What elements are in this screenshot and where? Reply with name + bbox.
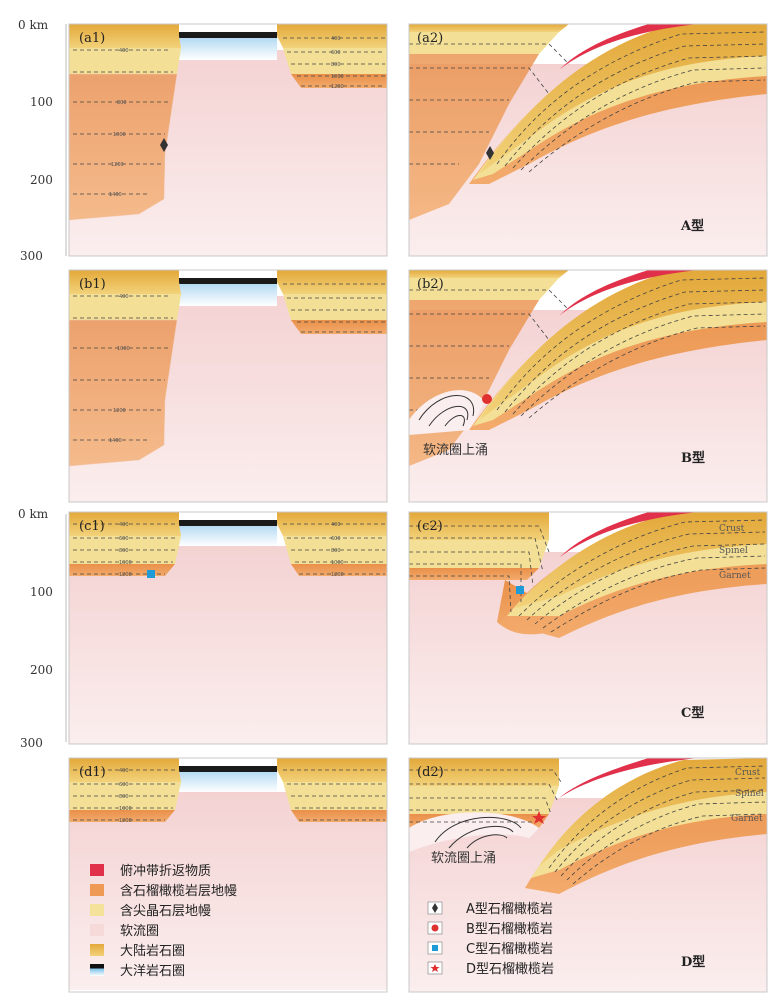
diamond-icon [432, 903, 438, 913]
legend-swatch [90, 944, 104, 956]
legend-swatch [90, 964, 104, 976]
type-label-c: C型 [681, 705, 704, 721]
panel-label-b2: (b2) [417, 277, 444, 292]
star-icon [430, 964, 440, 972]
b-type-circle-marker [482, 394, 492, 404]
svg-text:400: 400 [331, 522, 341, 528]
panel-label-c2: (c2) [417, 519, 443, 534]
svg-text:600: 600 [119, 782, 129, 788]
zone-spinel: Spinel [735, 789, 764, 799]
a-type-diamond-marker [160, 138, 168, 152]
panel-b2: (b2) 软流圈上涌 B型 [408, 269, 768, 503]
legend-swatch [90, 884, 104, 896]
svg-text:400: 400 [119, 768, 129, 774]
legend-materials: 俯冲带折返物质 含石榴橄榄岩层地幔 含尖晶石层地幔 软流圈 大陆岩石圈 大洋岩石… [90, 863, 237, 979]
upper-depth-axis: 0 km 100 200 300 [18, 18, 67, 263]
legend-peridotite-types: A型石榴橄榄岩 B型石榴橄榄岩 C型石榴橄榄岩 D型石榴橄榄岩 [427, 901, 554, 977]
panel-a2: (a2) A型 [408, 23, 768, 257]
axis-tick-200: 200 [30, 663, 53, 677]
legend-label: 含石榴橄榄岩层地幔 [120, 883, 237, 899]
panel-c2: (c2) Crust Spinel Garnet C型 [408, 511, 768, 745]
axis-tick-0: 0 km [18, 18, 49, 32]
panel-d1: (d1) 400 600 800 1000 1200 [68, 757, 388, 993]
svg-text:1200: 1200 [331, 84, 344, 90]
svg-text:1000: 1000 [331, 560, 344, 566]
legend-label: C型石榴橄榄岩 [466, 941, 553, 957]
axis-tick-300: 300 [20, 736, 43, 750]
a-type-diamond-marker [486, 146, 494, 160]
svg-text:400: 400 [119, 294, 129, 300]
legend-label: B型石榴橄榄岩 [466, 921, 553, 937]
upwelling-label: 软流圈上涌 [423, 443, 488, 458]
svg-text:600: 600 [119, 536, 129, 542]
c-type-square-marker [147, 570, 155, 578]
axis-tick-0: 0 km [18, 507, 49, 521]
type-label-b: B型 [681, 450, 705, 466]
axis-tick-100: 100 [30, 585, 53, 599]
axis-tick-300: 300 [20, 249, 43, 263]
legend-label: 俯冲带折返物质 [120, 863, 211, 879]
svg-text:1200: 1200 [119, 572, 132, 578]
svg-text:1000: 1000 [119, 560, 132, 566]
legend-label: 含尖晶石层地幔 [120, 903, 211, 919]
panel-label-a1: (a1) [79, 31, 105, 46]
type-label-a: A型 [680, 218, 704, 234]
zone-crust: Crust [719, 524, 745, 534]
svg-text:400: 400 [331, 36, 341, 42]
svg-text:800: 800 [331, 62, 341, 68]
panel-b1: (b1) 400 1000 1200 1400 [68, 269, 388, 503]
svg-text:1400: 1400 [109, 192, 122, 198]
legend-label: 软流圈 [120, 924, 159, 939]
svg-text:1000: 1000 [117, 346, 130, 352]
panel-label-b1: (b1) [79, 277, 106, 292]
zone-spinel: Spinel [719, 546, 748, 556]
svg-text:800: 800 [117, 100, 127, 106]
zone-garnet: Garnet [719, 571, 751, 581]
legend-label: 大陆岩石圈 [120, 943, 185, 959]
square-icon [432, 945, 438, 951]
zone-garnet: Garnet [731, 814, 763, 824]
legend-label: 大洋岩石圈 [120, 964, 185, 979]
svg-text:400: 400 [119, 522, 129, 528]
legend-swatch [90, 904, 104, 916]
svg-text:800: 800 [119, 794, 129, 800]
panel-c1: (c1) 400 600 800 1000 1200 400 600 800 1… [68, 511, 388, 745]
legend-label: A型石榴橄榄岩 [466, 901, 553, 917]
legend-label: D型石榴橄榄岩 [466, 961, 554, 977]
c-type-square-marker [516, 586, 524, 594]
svg-text:1000: 1000 [119, 806, 132, 812]
lower-depth-axis: 0 km 100 200 300 [18, 507, 67, 750]
panel-label-c1: (c1) [79, 519, 105, 534]
svg-text:1200: 1200 [113, 408, 126, 414]
svg-text:1200: 1200 [119, 818, 132, 824]
panel-label-d1: (d1) [79, 765, 106, 780]
panel-label-a2: (a2) [417, 31, 443, 46]
axis-tick-100: 100 [30, 95, 53, 109]
svg-text:1200: 1200 [111, 162, 124, 168]
svg-text:1000: 1000 [331, 74, 344, 80]
legend-swatch [90, 864, 104, 876]
d-type-star-marker [532, 811, 546, 824]
panel-d2: (d2) Crust Spinel Garnet 软流圈上涌 D型 [408, 757, 768, 993]
legend-swatch [90, 924, 104, 936]
svg-text:600: 600 [331, 536, 341, 542]
svg-text:1400: 1400 [109, 438, 122, 444]
circle-icon [431, 924, 439, 932]
panel-a1: (a1) 400 800 1000 1200 1400 400 600 800 … [68, 23, 388, 257]
upwelling-label: 软流圈上涌 [431, 851, 496, 866]
axis-tick-200: 200 [30, 173, 53, 187]
panel-label-d2: (d2) [417, 765, 444, 780]
svg-text:800: 800 [119, 548, 129, 554]
svg-text:1200: 1200 [331, 572, 344, 578]
svg-text:800: 800 [331, 548, 341, 554]
svg-text:1000: 1000 [113, 132, 126, 138]
svg-text:400: 400 [119, 48, 129, 54]
zone-crust: Crust [735, 768, 761, 778]
svg-text:600: 600 [331, 50, 341, 56]
type-label-d: D型 [681, 954, 705, 970]
